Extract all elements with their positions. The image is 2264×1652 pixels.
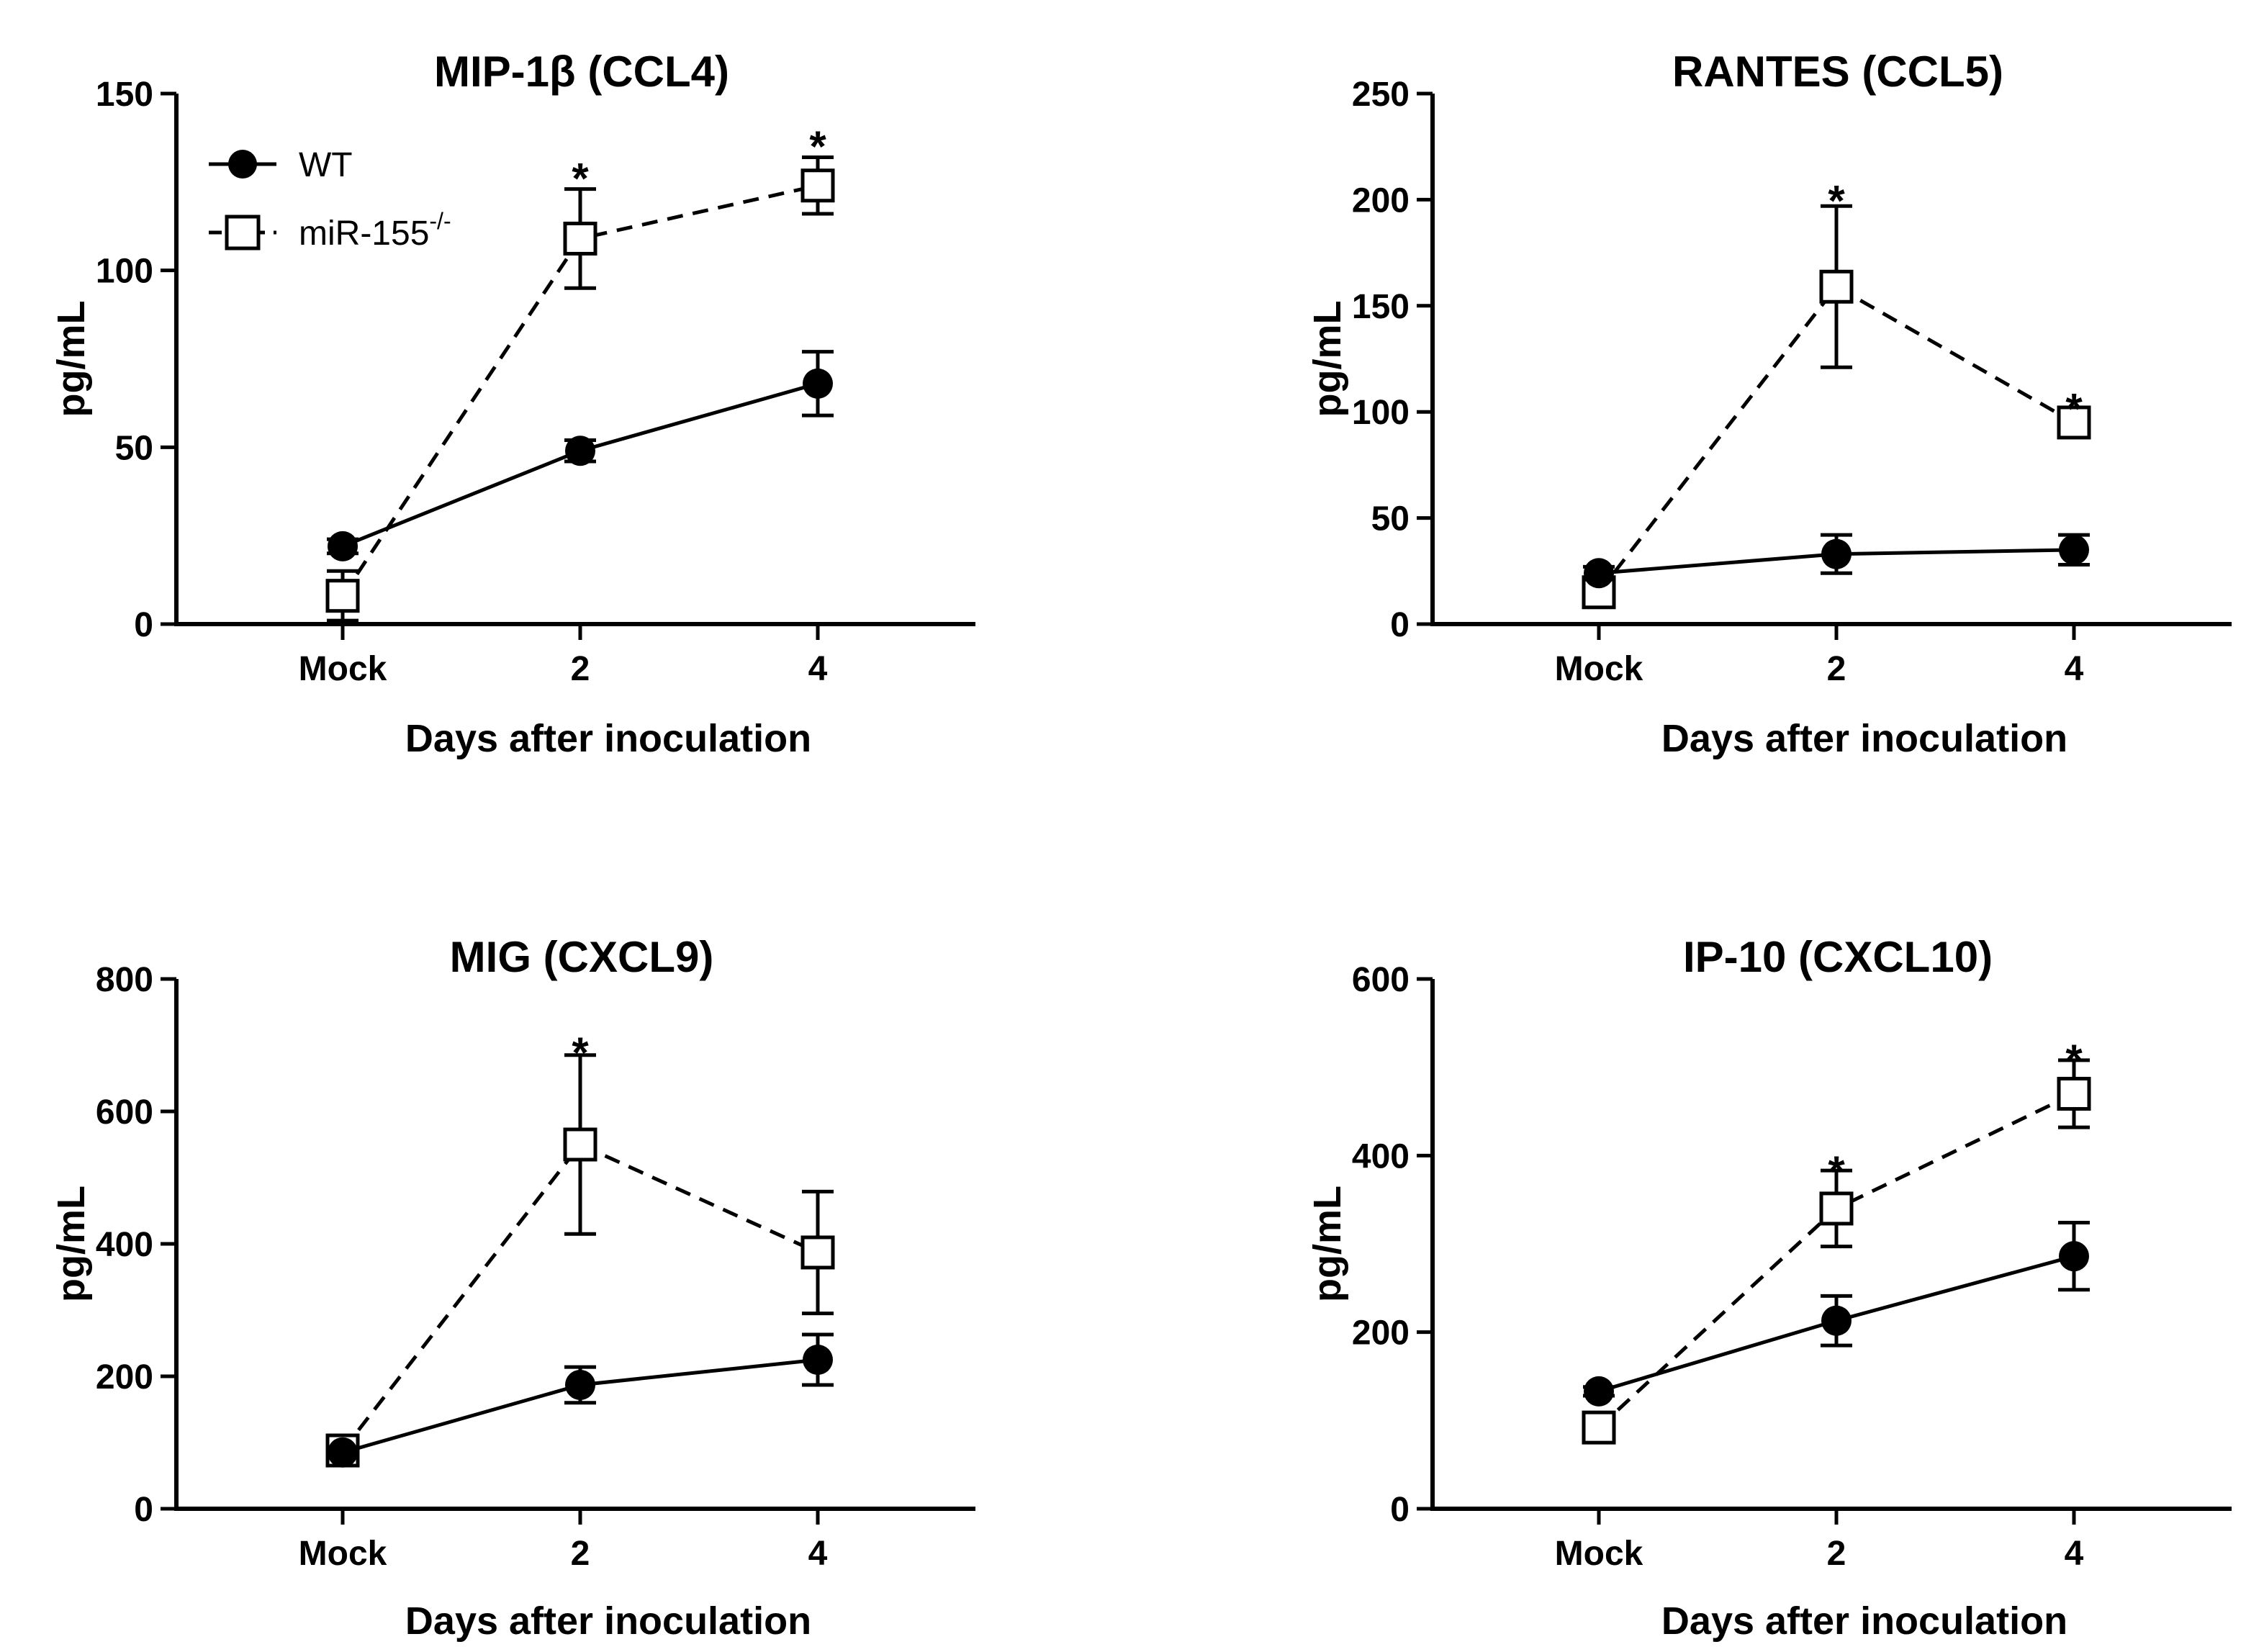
y-tick-label: 0 <box>134 606 153 644</box>
x-axis-label: Days after inoculation <box>405 717 811 760</box>
y-axis-label: pg/mL <box>1306 301 1349 417</box>
series-line-mir155 <box>1597 1092 2075 1429</box>
x-tick-label: 2 <box>571 650 590 688</box>
y-tick-label: 100 <box>96 253 153 291</box>
data-point-mir155 <box>800 1235 835 1270</box>
y-tick-label: 200 <box>1352 1314 1410 1353</box>
data-point-wt <box>1821 538 1852 569</box>
chart-title: MIP-1β (CCL4) <box>434 48 729 96</box>
chart-panel-4: IP-10 (CXCL10) 0 200 400 600 Mock 2 4 pg/mL Days … <box>1306 933 2232 1643</box>
y-tick-label: 200 <box>1352 181 1410 220</box>
series-mir155 <box>1582 204 2091 610</box>
legend-label-mir155: miR-155-/- <box>299 208 451 253</box>
data-point-wt <box>1584 558 1614 589</box>
y-tick-label: 150 <box>1352 288 1410 326</box>
y-tick-label: 600 <box>1352 961 1410 999</box>
chart-panel-1: MIP-1β (CCL4) 0 50 100 150 Mock 2 4 pg/mL Days af… <box>50 48 975 760</box>
series-wt <box>1583 533 2090 589</box>
x-tick-label: 4 <box>2065 1535 2084 1573</box>
legend: WT miR-155-/- <box>209 146 451 253</box>
x-tick-label: Mock <box>1555 1535 1643 1573</box>
data-point-wt <box>328 531 358 561</box>
y-axis-label: pg/mL <box>50 301 93 417</box>
series-mir155 <box>325 155 835 623</box>
legend-marker-wt <box>228 150 257 179</box>
y-tick-label: 100 <box>1352 394 1410 432</box>
x-tick-label: 2 <box>571 1535 590 1573</box>
x-tick-label: 2 <box>1827 650 1846 688</box>
x-axis-label: Days after inoculation <box>405 1599 811 1643</box>
data-point-mir155 <box>800 168 835 203</box>
legend-label-wt: WT <box>299 146 353 184</box>
chart-title: MIG (CXCL9) <box>450 933 714 981</box>
significance-asterisk: * <box>809 122 826 171</box>
x-tick-label: 2 <box>1827 1535 1846 1573</box>
significance-asterisk: * <box>572 1029 589 1077</box>
y-axis-label: pg/mL <box>50 1186 93 1302</box>
x-tick-label: 4 <box>808 1535 828 1573</box>
data-point-mir155 <box>2057 1076 2091 1111</box>
legend-label-mir155-main: miR-155 <box>299 215 429 253</box>
series-wt <box>327 350 834 561</box>
y-tick-label: 0 <box>1390 606 1410 644</box>
y-tick-label: 400 <box>1352 1137 1410 1175</box>
data-point-wt <box>1821 1305 1852 1336</box>
y-tick-label: 250 <box>1352 76 1410 114</box>
series-mir155 <box>1582 1058 2091 1445</box>
legend-entry-wt: WT <box>209 146 353 184</box>
legend-marker-mir155 <box>225 215 261 250</box>
x-axis-label: Days after inoculation <box>1661 1599 2067 1643</box>
data-point-mir155 <box>1819 269 1854 304</box>
y-tick-label: 150 <box>96 76 153 114</box>
y-tick-label: 400 <box>96 1226 153 1264</box>
data-point-mir155 <box>1819 1191 1854 1226</box>
chart-panel-3: MIG (CXCL9) 0 200 400 600 800 Mock 2 4 pg/mL Days … <box>50 933 975 1643</box>
data-point-wt <box>803 1345 833 1375</box>
x-tick-label: 4 <box>2065 650 2084 688</box>
significance-asterisk: * <box>2065 385 2083 433</box>
x-axis-label: Days after inoculation <box>1661 717 2067 760</box>
significance-asterisk: * <box>1828 177 1845 225</box>
data-point-mir155 <box>2057 405 2091 440</box>
significance-asterisk: * <box>2065 1036 2083 1084</box>
data-point-wt <box>328 1437 358 1468</box>
data-point-wt <box>2059 1241 2089 1272</box>
significance-asterisk: * <box>1828 1147 1845 1196</box>
x-tick-label: Mock <box>1555 650 1643 688</box>
data-point-wt <box>803 368 833 399</box>
data-point-wt <box>565 1369 595 1400</box>
data-point-wt <box>2059 534 2089 565</box>
x-tick-label: Mock <box>299 1535 387 1573</box>
y-tick-label: 200 <box>96 1358 153 1396</box>
y-tick-label: 800 <box>96 961 153 999</box>
data-point-mir155 <box>563 221 597 256</box>
y-tick-label: 600 <box>96 1093 153 1132</box>
legend-label-mir155-sup: -/- <box>429 208 451 234</box>
y-tick-label: 50 <box>115 429 153 467</box>
y-tick-label: 0 <box>134 1491 153 1529</box>
data-point-wt <box>565 435 595 466</box>
chart-title: RANTES (CCL5) <box>1672 48 2003 96</box>
data-point-mir155 <box>563 1127 597 1162</box>
x-tick-label: 4 <box>808 650 828 688</box>
x-tick-label: Mock <box>299 650 387 688</box>
series-wt <box>1583 1221 2090 1407</box>
y-tick-label: 0 <box>1390 1491 1410 1529</box>
chart-title: IP-10 (CXCL10) <box>1683 933 1993 981</box>
series-wt <box>327 1332 834 1468</box>
data-point-mir155 <box>1582 1410 1616 1445</box>
significance-asterisk: * <box>572 154 589 202</box>
data-point-mir155 <box>325 579 360 613</box>
y-axis-label: pg/mL <box>1306 1186 1349 1302</box>
data-point-wt <box>1584 1376 1614 1407</box>
y-tick-label: 50 <box>1371 500 1410 538</box>
legend-entry-mir155: miR-155-/- <box>209 208 451 253</box>
chart-panel-2: RANTES (CCL5) 0 50 100 150 200 250 Mock 2 4 pg/mL D… <box>1306 48 2232 760</box>
